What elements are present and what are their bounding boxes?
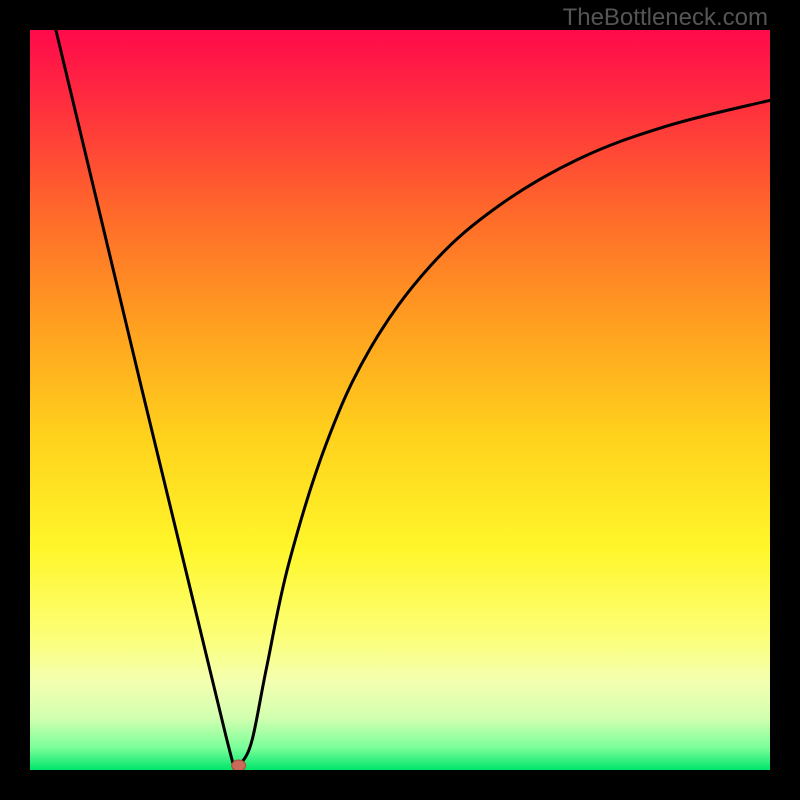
chart-container: TheBottleneck.com bbox=[0, 0, 800, 800]
valley-marker bbox=[232, 760, 246, 770]
curve-left-branch bbox=[56, 30, 245, 770]
plot-area bbox=[30, 30, 770, 770]
curve-layer bbox=[30, 30, 770, 770]
watermark-text: TheBottleneck.com bbox=[563, 4, 768, 32]
curve-right-branch bbox=[241, 100, 770, 764]
